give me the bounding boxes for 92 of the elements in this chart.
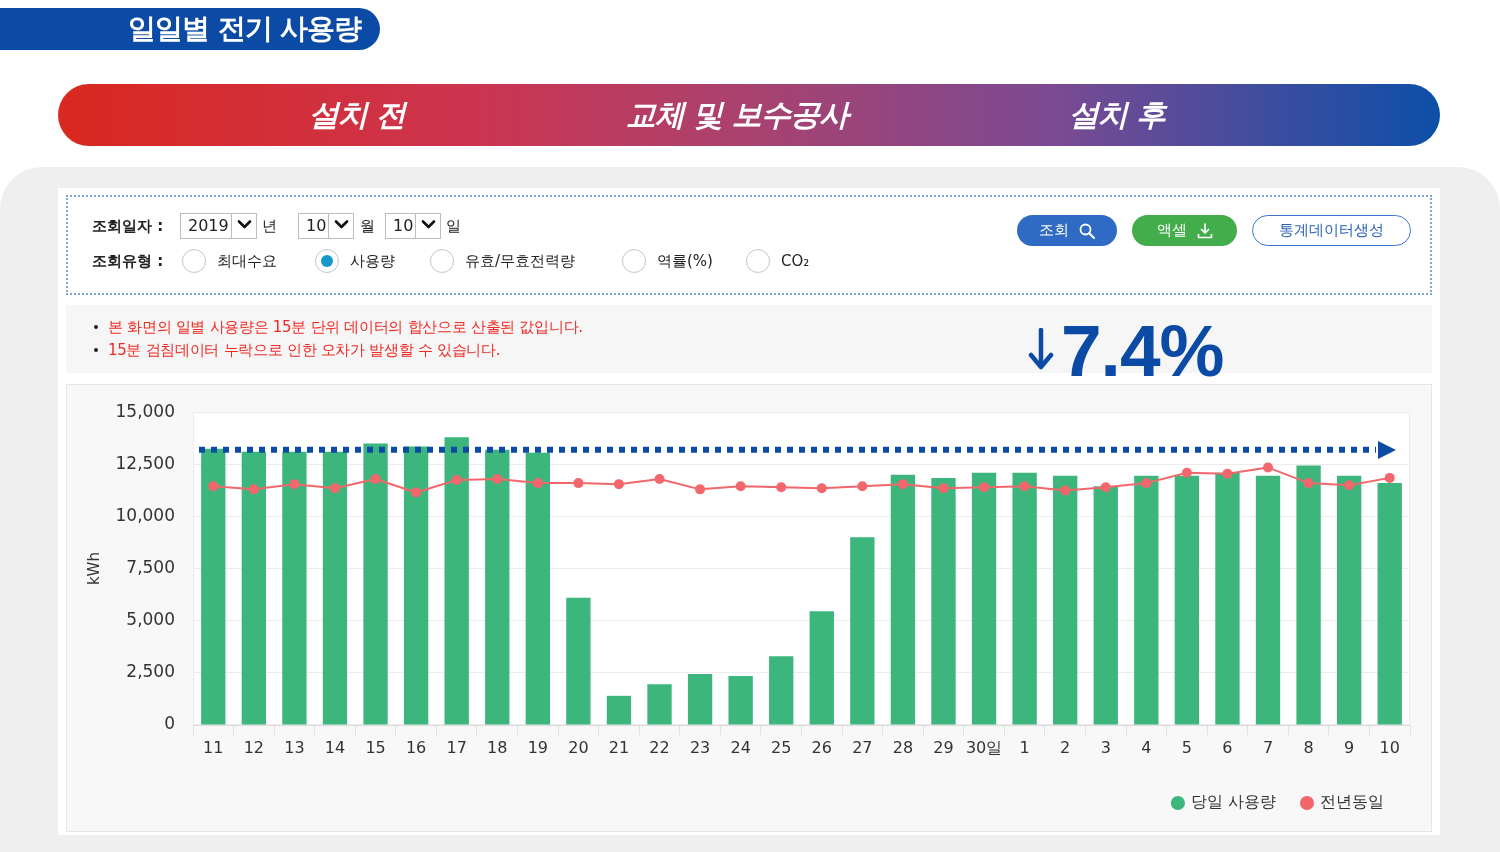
text: 최대수요 — [217, 252, 277, 271]
bar — [728, 676, 753, 725]
y-tick-label: 2,500 — [126, 661, 175, 682]
x-tick-label: 9 — [1344, 737, 1355, 757]
x-tick-label: 1 — [1019, 737, 1030, 757]
x-tick-label: 18 — [487, 737, 508, 757]
bar — [444, 437, 469, 725]
bar — [363, 443, 388, 725]
bar — [1255, 475, 1281, 725]
x-tick-label: 29 — [933, 737, 954, 757]
x-tick-label: 22 — [649, 737, 670, 757]
y-tick-label: 12,500 — [115, 452, 175, 473]
bar — [971, 472, 997, 725]
text: 통계데이터생성 — [1279, 221, 1384, 240]
text: 유효/무효전력량 — [465, 252, 576, 271]
bar — [1134, 475, 1159, 725]
bar — [890, 474, 916, 725]
chart-title: 일일별 전기 사용량 — [128, 12, 362, 46]
x-tick-label: 23 — [689, 737, 711, 757]
bar — [931, 477, 956, 725]
bar — [1296, 465, 1321, 725]
bar — [525, 452, 550, 725]
bar — [647, 684, 672, 725]
x-tick-label: 19 — [527, 737, 548, 757]
bar — [687, 673, 713, 725]
bar — [241, 451, 267, 725]
x-tick-label: 4 — [1141, 737, 1152, 757]
bar — [282, 451, 307, 725]
text: 역률(%) — [657, 252, 713, 271]
legend-label: 전년동일 — [1320, 792, 1384, 812]
x-tick-label: 7 — [1262, 737, 1274, 757]
x-tick-label: 20 — [568, 737, 589, 757]
legend-label: 당일 사용량 — [1190, 792, 1277, 812]
bar — [1093, 486, 1118, 725]
text: 조회유형 : — [92, 252, 164, 271]
x-tick-label: 25 — [771, 737, 792, 757]
y-tick-label: 10,000 — [115, 504, 175, 525]
bar — [566, 597, 591, 725]
bar — [201, 448, 226, 725]
y-axis-title: kWh — [84, 552, 103, 586]
bar — [606, 695, 632, 725]
text: 7.4% — [1061, 310, 1224, 391]
bar — [322, 451, 348, 725]
x-tick-label: 17 — [446, 737, 467, 757]
y-tick-label: 15,000 — [115, 400, 175, 421]
text: 일 — [446, 217, 461, 236]
bar — [1053, 475, 1078, 725]
bar — [1215, 472, 1240, 725]
y-tick-label: 5,000 — [126, 609, 175, 630]
x-tick-label: 15 — [365, 737, 386, 757]
x-tick-label: 13 — [284, 737, 305, 757]
x-tick-label: 14 — [324, 737, 346, 757]
bar — [769, 656, 794, 725]
x-tick-label: 12 — [243, 737, 265, 757]
text: 사용량 — [350, 252, 395, 271]
text: 10 — [393, 216, 414, 235]
bar — [403, 446, 429, 725]
bar — [809, 611, 834, 725]
bar — [1174, 475, 1200, 725]
text: 10 — [306, 216, 327, 235]
x-tick-label: 24 — [730, 737, 751, 757]
x-tick-label: 26 — [811, 737, 832, 757]
y-tick-label: 0 — [164, 713, 175, 734]
bar — [1377, 483, 1402, 725]
y-tick-label: 7,500 — [126, 557, 175, 578]
bar — [1012, 472, 1037, 725]
x-tick-label: 11 — [203, 737, 224, 757]
text: 2019 — [188, 216, 229, 235]
text: CO₂ — [781, 252, 810, 270]
text: 조회일자 : — [92, 217, 164, 236]
x-tick-label: 3 — [1100, 737, 1111, 757]
x-tick-label: 30일 — [965, 737, 1003, 757]
text: 설치 후 — [1068, 95, 1166, 134]
x-tick-label: 8 — [1303, 737, 1314, 757]
text: 월 — [360, 217, 375, 236]
text: 년 — [262, 217, 277, 236]
x-tick-label: 21 — [608, 737, 630, 757]
text: 15분 검침데이터 누락으로 인한 오차가 발생할 수 있습니다. — [108, 341, 501, 360]
x-tick-label: 16 — [405, 737, 427, 757]
text: 본 화면의 일별 사용량은 15분 단위 데이터의 합산으로 산출된 값입니다. — [108, 318, 583, 337]
x-tick-label: 2 — [1060, 737, 1071, 757]
x-tick-label: 27 — [852, 737, 873, 757]
x-tick-label: 10 — [1379, 737, 1400, 757]
bar — [485, 449, 510, 725]
text: 설치 전 — [308, 95, 406, 134]
x-tick-label: 28 — [892, 737, 914, 757]
text: 액셀 — [1156, 221, 1187, 240]
x-tick-label: 5 — [1181, 737, 1192, 757]
text: 조회 — [1039, 221, 1069, 240]
bar — [1336, 475, 1362, 725]
bar — [850, 537, 875, 725]
x-tick-label: 6 — [1222, 737, 1233, 757]
